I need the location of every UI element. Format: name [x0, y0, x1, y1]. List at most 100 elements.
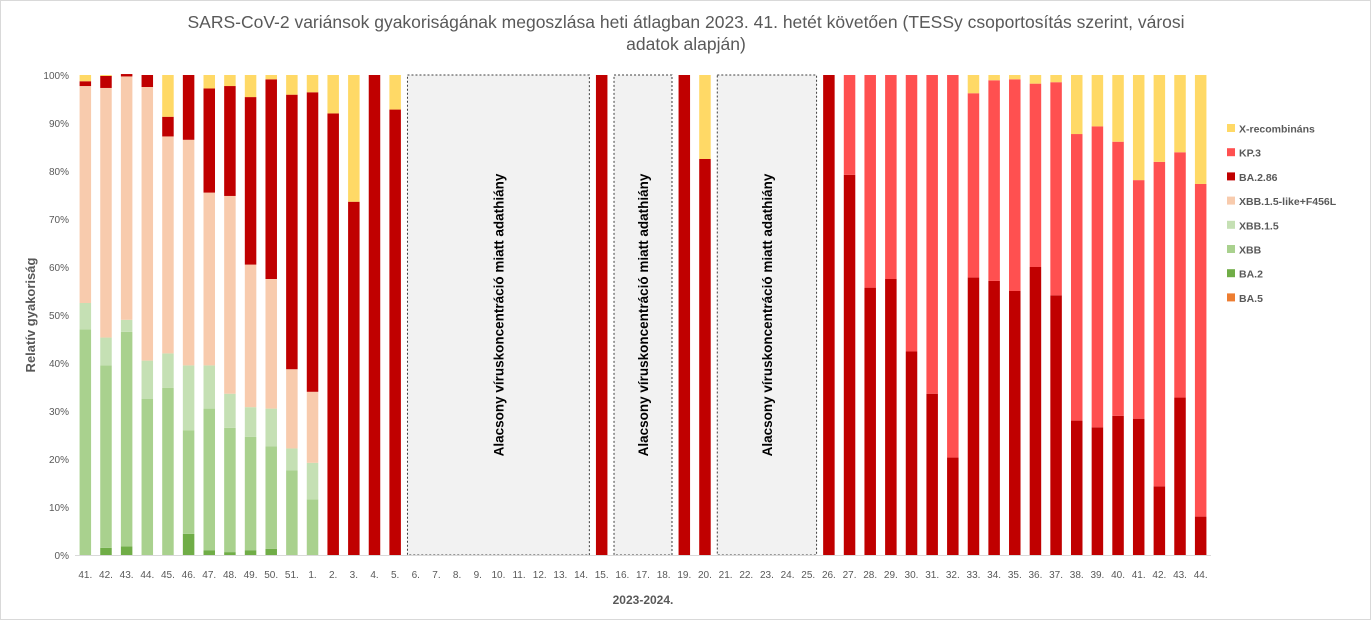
bar-segment-kp-3	[885, 75, 897, 279]
legend-swatch	[1227, 293, 1235, 302]
x-tick-label: 43.	[120, 570, 134, 581]
x-tick-label: 23.	[760, 570, 774, 581]
bar-segment-xbb	[100, 365, 112, 548]
legend-swatch	[1227, 148, 1235, 157]
x-tick-label: 44.	[140, 570, 154, 581]
bar-segment-ba-2	[100, 547, 112, 555]
x-tick-label: 4.	[370, 570, 378, 581]
bar-segment-xbb-1-5	[162, 353, 174, 388]
bar-segment-kp-3	[1070, 134, 1083, 421]
bar-segment-ba-2-86	[1009, 291, 1021, 555]
bar-segment-ba-2-86	[843, 174, 856, 555]
y-tick-label: 40%	[49, 359, 69, 370]
bar-segment-kp-3	[843, 75, 856, 175]
y-tick-label: 70%	[49, 215, 69, 226]
x-tick-label: 36.	[1028, 570, 1042, 581]
x-tick-label: 43.	[1173, 570, 1187, 581]
x-tick-label: 41.	[1132, 570, 1146, 581]
bar-segment-xbb	[244, 436, 257, 551]
x-tick-label: 24.	[781, 570, 795, 581]
x-tick-label: 42.	[99, 570, 113, 581]
bar-segment-xbb	[286, 470, 298, 555]
bar-segment-kp-3	[1029, 83, 1042, 267]
y-tick-label: 20%	[49, 455, 69, 466]
y-tick-label: 80%	[49, 167, 69, 178]
bar-segment-x-recombin-ns	[1194, 75, 1207, 184]
legend-label: KP.3	[1239, 148, 1261, 160]
bar-segment-xbb-1-5-like-f456l	[265, 279, 277, 409]
bar-segment-kp-3	[947, 75, 959, 458]
x-tick-label: 27.	[843, 570, 857, 581]
y-tick-label: 30%	[49, 407, 69, 418]
bar-segment-kp-3	[967, 93, 980, 278]
bar-segment-x-recombin-ns	[79, 75, 92, 82]
bar-segment-xbb	[265, 446, 277, 549]
bar-segment-xbb-1-5-like-f456l	[141, 87, 154, 361]
bar-segment-kp-3	[864, 75, 876, 288]
x-tick-label: 44.	[1194, 570, 1208, 581]
bar-segment-xbb-1-5-like-f456l	[182, 139, 195, 366]
x-tick-label: 30.	[905, 570, 919, 581]
bar-segment-ba-2-86	[162, 116, 174, 137]
bar-segment-x-recombin-ns	[988, 75, 1000, 81]
bar-segment-xbb-1-5-like-f456l	[306, 391, 319, 463]
x-tick-label: 34.	[987, 570, 1001, 581]
x-tick-label: 21.	[719, 570, 733, 581]
bar-segment-xbb	[182, 430, 195, 534]
bar-segment-xbb-1-5	[141, 360, 154, 399]
bar-segment-xbb-1-5	[100, 337, 112, 366]
bar-segment-kp-3	[1112, 141, 1124, 416]
bar-segment-x-recombin-ns	[244, 75, 257, 98]
x-tick-label: 1.	[308, 570, 316, 581]
bar-segment-kp-3	[1153, 161, 1166, 487]
bar-segment-xbb	[141, 399, 154, 555]
bar-segment-xbb-1-5	[265, 408, 277, 447]
bar-segment-xbb-1-5-like-f456l	[203, 192, 216, 366]
x-tick-label: 7.	[432, 570, 440, 581]
bar-segment-xbb	[162, 387, 174, 555]
x-tick-label: 5.	[391, 570, 399, 581]
bar-segment-x-recombin-ns	[1029, 75, 1042, 84]
bar-segment-xbb-1-5-like-f456l	[100, 87, 112, 338]
x-tick-label: 2.	[329, 570, 337, 581]
x-tick-label: 25.	[801, 570, 815, 581]
bar-segment-x-recombin-ns	[224, 75, 236, 87]
bar-segment-kp-3	[1174, 152, 1186, 398]
bar-segment-x-recombin-ns	[286, 75, 298, 95]
bar-segment-x-recombin-ns	[699, 75, 711, 159]
bar-segment-x-recombin-ns	[1070, 75, 1083, 135]
bar-segment-xbb-1-5	[224, 393, 236, 428]
x-tick-label: 6.	[412, 570, 420, 581]
bar-segment-ba-2-86	[203, 88, 216, 193]
y-tick-label: 50%	[49, 311, 69, 322]
missing-data-box	[406, 74, 590, 556]
bar-segment-ba-2-86	[286, 94, 298, 370]
bar-segment-ba-2-86	[1112, 415, 1124, 555]
legend-swatch	[1227, 220, 1235, 229]
x-tick-label: 22.	[739, 570, 753, 581]
legend-label: XBB.1.5-like+F456L	[1239, 196, 1337, 208]
y-tick-label: 10%	[49, 503, 69, 514]
bar-segment-xbb	[79, 329, 92, 555]
x-tick-label: 48.	[223, 570, 237, 581]
legend-label: X-recombináns	[1239, 124, 1315, 136]
bar-segment-x-recombin-ns	[348, 75, 360, 202]
bar-segment-x-recombin-ns	[1009, 75, 1021, 80]
bar-segment-ba-2-86	[988, 280, 1000, 555]
missing-data-annotation: Alacsony víruskoncentráció miatt adathiá…	[760, 173, 775, 456]
bar-segment-x-recombin-ns	[1174, 75, 1186, 153]
bar-segment-kp-3	[1050, 82, 1062, 296]
x-tick-label: 12.	[533, 570, 547, 581]
x-tick-label: 20.	[698, 570, 712, 581]
bar-segment-ba-2-86	[141, 75, 154, 87]
bar-segment-ba-2-86	[224, 86, 236, 196]
bar-segment-ba-2-86	[678, 75, 691, 555]
x-tick-label: 17.	[636, 570, 650, 581]
missing-data-box	[613, 74, 673, 556]
bar-segment-ba-2	[120, 546, 133, 555]
bar-segment-x-recombin-ns	[327, 75, 339, 114]
bar-segment-xbb-1-5	[120, 319, 133, 332]
bar-segment-kp-3	[926, 75, 938, 394]
bar-segment-kp-3	[1194, 183, 1207, 517]
x-tick-label: 11.	[512, 570, 525, 581]
